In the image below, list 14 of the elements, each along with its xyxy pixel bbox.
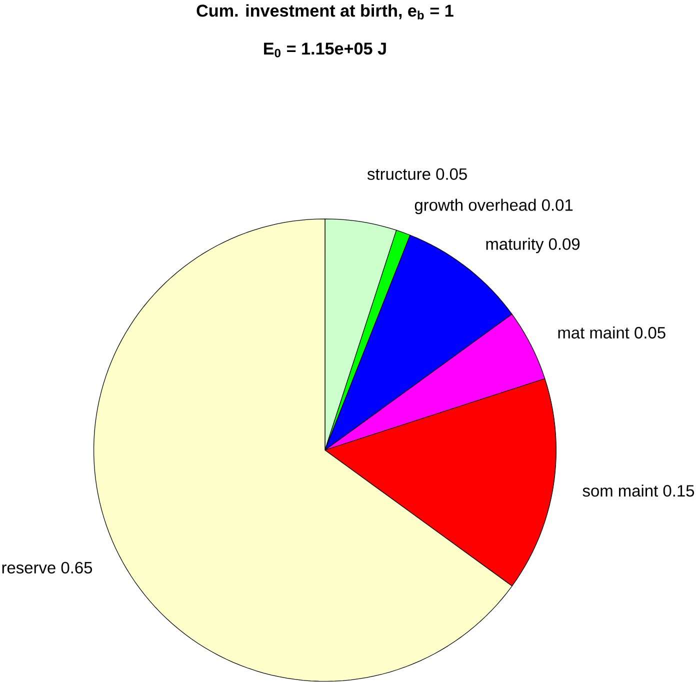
data-label: 0.05 bbox=[634, 327, 666, 339]
chart-subtitle: E$_{0}$ = 1.15e+05 J bbox=[264, 42, 386, 58]
slice-label: mat maint bbox=[558, 326, 630, 339]
data-label: 0.09 bbox=[548, 238, 580, 250]
slice-label: som maint bbox=[582, 484, 658, 497]
data-label: 0.05 bbox=[436, 168, 467, 180]
chart-title: Cum. investment at birth, e$_{b}$ = 1 bbox=[196, 4, 454, 20]
data-label: 0.01 bbox=[542, 199, 573, 212]
slice-label: reserve bbox=[2, 564, 56, 574]
slice-label: structure bbox=[367, 169, 430, 180]
data-label: 0.65 bbox=[61, 562, 92, 574]
slice-label: maturity bbox=[486, 238, 544, 254]
slice-label: growth overhead bbox=[414, 198, 536, 214]
data-label: 0.15 bbox=[663, 485, 694, 497]
